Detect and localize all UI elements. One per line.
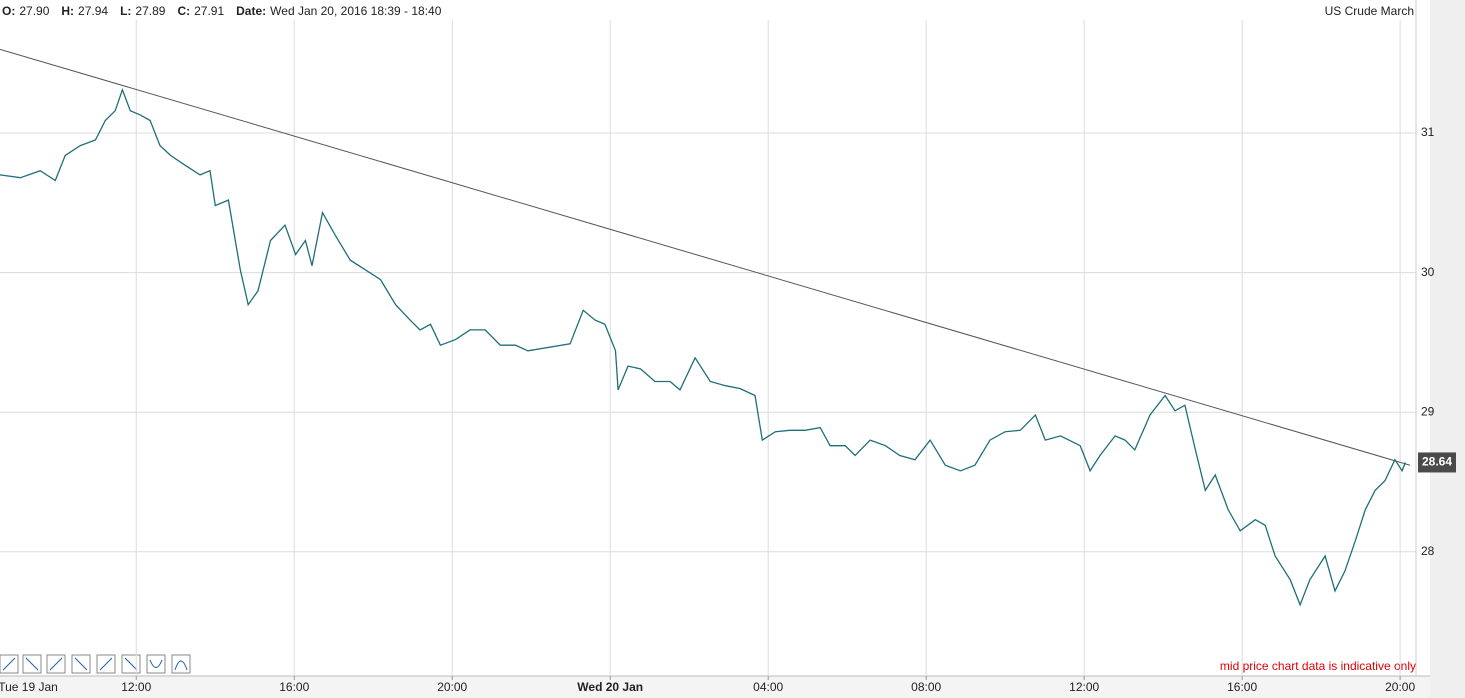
arc-down-tool[interactable] — [171, 654, 191, 674]
price-line — [0, 87, 1407, 607]
x-tick-label: 20:00 — [1385, 680, 1415, 694]
header-label: Date: — [236, 4, 266, 18]
toolbar — [0, 654, 191, 674]
chart-title: US Crude March — [1325, 4, 1414, 18]
disclaimer: mid price chart data is indicative only — [1220, 659, 1416, 673]
header-value: 27.90 — [19, 4, 49, 18]
header-label: C: — [177, 4, 190, 18]
tool-glyphs — [2, 657, 188, 671]
header-value: 27.94 — [78, 4, 108, 18]
side-panel — [1430, 0, 1465, 698]
x-axis-bar — [0, 676, 1430, 698]
x-tick-label: 12:00 — [1069, 680, 1099, 694]
header: O: 27.90 H: 27.94 L: 27.89 C: 27.91 Date: Wed Jan… — [2, 4, 442, 18]
header-value: 27.91 — [194, 4, 224, 18]
y-tick-label: 30 — [1421, 265, 1435, 279]
x-tick-label: 20:00 — [437, 680, 467, 694]
last-price-box — [1418, 452, 1456, 473]
x-tick-label: 12:00 — [121, 680, 151, 694]
header-label: H: — [61, 4, 74, 18]
header-label: L: — [120, 4, 131, 18]
header-value: 27.89 — [135, 4, 165, 18]
x-tick-label: 04:00 — [753, 680, 783, 694]
header-label: O: — [2, 4, 15, 18]
x-tick-label: Tue 19 Jan — [0, 680, 58, 694]
y-tick-label: 28 — [1421, 544, 1435, 558]
y-tick-label: 29 — [1421, 404, 1435, 418]
last-price-label: 28.64 — [1422, 455, 1452, 469]
trendline — [0, 48, 1411, 466]
x-tick-label: Wed 20 Jan — [577, 680, 643, 694]
x-tick-label: 16:00 — [1227, 680, 1257, 694]
arc-tool[interactable] — [146, 654, 166, 674]
x-tick-label: 08:00 — [911, 680, 941, 694]
header-value: Wed Jan 20, 2016 18:39 - 18:40 — [270, 4, 442, 18]
y-tick-label: 31 — [1421, 125, 1435, 139]
x-tick-label: 16:00 — [279, 680, 309, 694]
